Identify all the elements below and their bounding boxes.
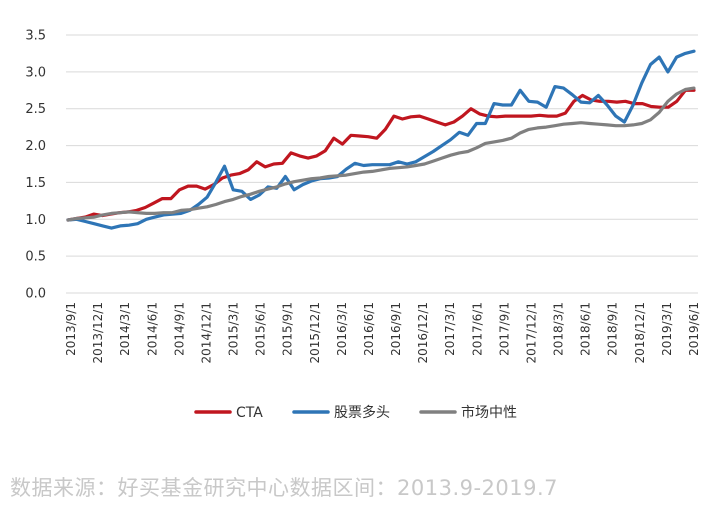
series-lines (66, 49, 696, 230)
x-tick-label: 2014/3/1 (118, 302, 132, 356)
x-tick-label: 2013/9/1 (64, 302, 78, 356)
x-tick-label: 2019/3/1 (660, 302, 674, 356)
y-tick-label: 1.5 (25, 176, 46, 191)
x-tick-label: 2017/6/1 (470, 302, 484, 356)
x-tick-label: 2019/6/1 (687, 302, 701, 356)
legend-label-0: CTA (236, 405, 263, 421)
series-line-2 (66, 86, 696, 222)
x-tick-label: 2017/9/1 (497, 302, 511, 356)
x-tick-label: 2015/9/1 (281, 302, 295, 356)
y-axis-ticks: 0.0 0.5 1.0 1.5 2.0 2.5 3.0 3.5 (25, 29, 46, 302)
x-tick-label: 2015/6/1 (254, 302, 268, 356)
y-tick-label: 0.5 (25, 250, 46, 265)
source-note: 数据来源：好买基金研究中心数据区间：2013.9-2019.7 (10, 476, 559, 500)
x-tick-label: 2017/12/1 (524, 302, 538, 364)
legend-label-1: 股票多头 (334, 404, 390, 421)
x-tick-label: 2016/6/1 (362, 302, 376, 356)
x-tick-label: 2015/12/1 (308, 302, 322, 364)
x-tick-label: 2018/12/1 (633, 302, 647, 364)
x-tick-label: 2018/9/1 (606, 302, 620, 356)
x-tick-label: 2014/12/1 (199, 302, 213, 364)
x-tick-label: 2013/12/1 (91, 302, 105, 364)
x-axis-ticks: 2013/9/1 2013/12/1 2014/3/1 2014/6/1 2014/9/… (64, 302, 701, 364)
series-line-1 (66, 49, 696, 230)
y-tick-label: 3.0 (25, 65, 46, 80)
x-tick-label: 2017/3/1 (443, 302, 457, 356)
x-tick-label: 2016/3/1 (335, 302, 349, 356)
legend-label-2: 市场中性 (461, 404, 517, 421)
gridlines (66, 34, 698, 294)
line-chart: 0.0 0.5 1.0 1.5 2.0 2.5 3.0 3.5 2013/9/1 2013/12… (25, 29, 701, 422)
x-tick-label: 2018/6/1 (579, 302, 593, 356)
x-tick-label: 2018/3/1 (552, 302, 566, 356)
y-tick-label: 0.0 (25, 287, 46, 302)
x-tick-label: 2014/6/1 (145, 302, 159, 356)
x-tick-label: 2016/9/1 (389, 302, 403, 356)
series-line-0 (66, 88, 696, 222)
y-tick-label: 2.0 (25, 139, 46, 154)
x-tick-label: 2014/9/1 (172, 302, 186, 356)
x-tick-label: 2016/12/1 (416, 302, 430, 364)
x-tick-label: 2015/3/1 (227, 302, 241, 356)
y-tick-label: 1.0 (25, 213, 46, 228)
legend: CTA 股票多头 市场中性 (194, 404, 517, 421)
y-tick-label: 2.5 (25, 102, 46, 117)
y-tick-label: 3.5 (25, 29, 46, 44)
